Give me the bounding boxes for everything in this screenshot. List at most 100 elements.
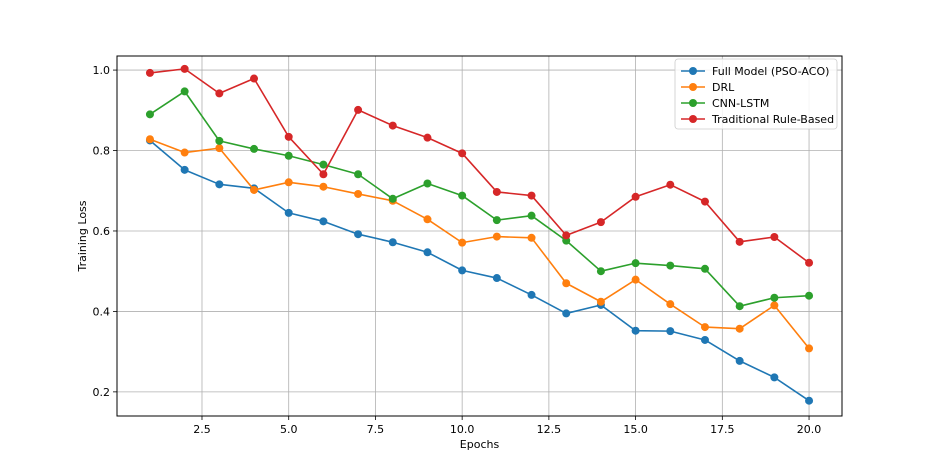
data-point xyxy=(319,170,328,179)
data-point xyxy=(770,293,779,302)
legend-box xyxy=(674,58,838,130)
data-point xyxy=(284,208,293,217)
y-tick-label: 0.4 xyxy=(93,305,111,318)
data-point xyxy=(354,189,363,198)
data-point xyxy=(596,218,605,227)
x-tick-label: 12.5 xyxy=(537,423,562,436)
data-point xyxy=(527,211,536,220)
data-point xyxy=(596,267,605,276)
data-point xyxy=(527,233,536,242)
data-point xyxy=(805,291,814,300)
data-point xyxy=(527,191,536,200)
legend-item: Traditional Rule-Based xyxy=(681,113,834,126)
data-point xyxy=(666,327,675,336)
data-point xyxy=(735,302,744,311)
series-1 xyxy=(145,135,814,353)
data-point xyxy=(458,191,467,200)
data-point xyxy=(770,373,779,382)
data-point xyxy=(666,300,675,309)
data-point xyxy=(180,64,189,73)
data-point xyxy=(180,87,189,96)
data-point xyxy=(250,185,259,194)
data-point xyxy=(319,160,328,169)
data-point xyxy=(319,182,328,191)
data-point xyxy=(354,105,363,114)
series-group xyxy=(145,64,814,405)
data-point xyxy=(805,258,814,267)
data-point xyxy=(700,197,709,206)
data-point xyxy=(805,344,814,353)
legend-swatch-marker xyxy=(689,67,697,75)
data-point xyxy=(284,132,293,141)
data-point xyxy=(700,323,709,332)
data-point xyxy=(492,274,501,283)
series-2 xyxy=(145,87,814,311)
x-axis-label: Epochs xyxy=(460,438,500,451)
data-point xyxy=(805,396,814,405)
data-point xyxy=(284,151,293,160)
data-point xyxy=(388,238,397,247)
data-point xyxy=(562,279,571,288)
data-point xyxy=(770,301,779,310)
legend-label: Traditional Rule-Based xyxy=(711,113,834,126)
data-point xyxy=(215,144,224,153)
data-point xyxy=(354,230,363,239)
legend-item: DRL xyxy=(681,81,735,94)
data-point xyxy=(215,89,224,98)
series-line xyxy=(149,139,810,402)
data-point xyxy=(631,326,640,335)
data-point xyxy=(250,144,259,153)
data-point xyxy=(562,231,571,240)
legend-item: Full Model (PSO-ACO) xyxy=(681,65,829,78)
x-tick-label: 5.0 xyxy=(280,423,298,436)
y-tick-label: 0.2 xyxy=(93,386,111,399)
plot-area-frame xyxy=(116,55,843,417)
legend-label: CNN-LSTM xyxy=(712,97,769,110)
series-line xyxy=(149,68,810,264)
y-tick-label: 1.0 xyxy=(93,64,111,77)
legend-label: DRL xyxy=(712,81,735,94)
legend-swatch-marker xyxy=(689,99,697,107)
data-point xyxy=(284,178,293,187)
x-tick-label: 2.5 xyxy=(193,423,211,436)
data-point xyxy=(180,165,189,174)
series-line xyxy=(149,138,810,349)
legend-item: CNN-LSTM xyxy=(681,97,769,110)
data-point xyxy=(388,194,397,203)
data-point xyxy=(492,187,501,196)
data-point xyxy=(631,275,640,284)
series-3 xyxy=(145,64,814,267)
data-point xyxy=(700,335,709,344)
data-point xyxy=(180,148,189,157)
data-point xyxy=(319,217,328,226)
data-point xyxy=(562,309,571,318)
series-line xyxy=(149,90,810,307)
data-point xyxy=(423,179,432,188)
data-point xyxy=(458,149,467,158)
legend-swatch-marker xyxy=(689,115,697,123)
legend-label: Full Model (PSO-ACO) xyxy=(712,65,829,78)
data-point xyxy=(423,133,432,142)
data-point xyxy=(388,121,397,130)
y-axis-label: Training Loss xyxy=(76,200,89,272)
axis-ticks: 2.5 5.0 7.5 10.0 12.5 15.0 17.5 20.0 0.2 0.4 0.6 0.… xyxy=(93,64,822,436)
data-point xyxy=(145,135,154,144)
data-point xyxy=(735,237,744,246)
series-0 xyxy=(145,136,814,405)
data-point xyxy=(250,74,259,83)
data-point xyxy=(423,248,432,257)
legend: Full Model (PSO-ACO) DRL CNN-LSTM Tradition… xyxy=(674,58,838,130)
data-point xyxy=(145,110,154,119)
data-point xyxy=(700,264,709,273)
x-tick-label: 15.0 xyxy=(623,423,648,436)
data-point xyxy=(735,324,744,333)
data-point xyxy=(215,180,224,189)
data-point xyxy=(770,233,779,242)
data-point xyxy=(527,290,536,299)
y-tick-label: 0.6 xyxy=(93,225,111,238)
data-point xyxy=(423,215,432,224)
y-tick-label: 0.8 xyxy=(93,145,111,158)
data-point xyxy=(735,356,744,365)
